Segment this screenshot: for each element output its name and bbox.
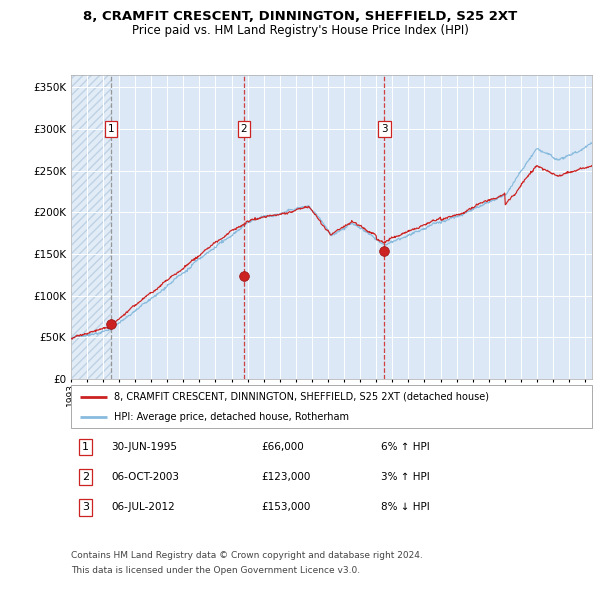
Text: 06-JUL-2012: 06-JUL-2012 (111, 503, 175, 512)
Text: 06-OCT-2003: 06-OCT-2003 (111, 472, 179, 481)
Bar (71, 75, 111, 379)
Text: 8, CRAMFIT CRESCENT, DINNINGTON, SHEFFIELD, S25 2XT: 8, CRAMFIT CRESCENT, DINNINGTON, SHEFFIE… (83, 10, 517, 23)
Text: £123,000: £123,000 (261, 472, 310, 481)
Text: £66,000: £66,000 (261, 442, 304, 451)
Text: Contains HM Land Registry data © Crown copyright and database right 2024.: Contains HM Land Registry data © Crown c… (71, 551, 422, 560)
Text: 1: 1 (107, 124, 114, 134)
Text: This data is licensed under the Open Government Licence v3.0.: This data is licensed under the Open Gov… (71, 566, 360, 575)
Text: Price paid vs. HM Land Registry's House Price Index (HPI): Price paid vs. HM Land Registry's House … (131, 24, 469, 37)
Text: 2: 2 (241, 124, 247, 134)
Text: 8% ↓ HPI: 8% ↓ HPI (381, 503, 430, 512)
Text: £153,000: £153,000 (261, 503, 310, 512)
Text: 1: 1 (82, 442, 89, 451)
Text: 3: 3 (82, 503, 89, 512)
Text: 3: 3 (381, 124, 388, 134)
Bar (71, 75, 111, 379)
Text: 3% ↑ HPI: 3% ↑ HPI (381, 472, 430, 481)
Text: 30-JUN-1995: 30-JUN-1995 (111, 442, 177, 451)
Text: 2: 2 (82, 472, 89, 481)
Text: 8, CRAMFIT CRESCENT, DINNINGTON, SHEFFIELD, S25 2XT (detached house): 8, CRAMFIT CRESCENT, DINNINGTON, SHEFFIE… (113, 392, 488, 402)
Text: HPI: Average price, detached house, Rotherham: HPI: Average price, detached house, Roth… (113, 412, 349, 422)
Text: 6% ↑ HPI: 6% ↑ HPI (381, 442, 430, 451)
